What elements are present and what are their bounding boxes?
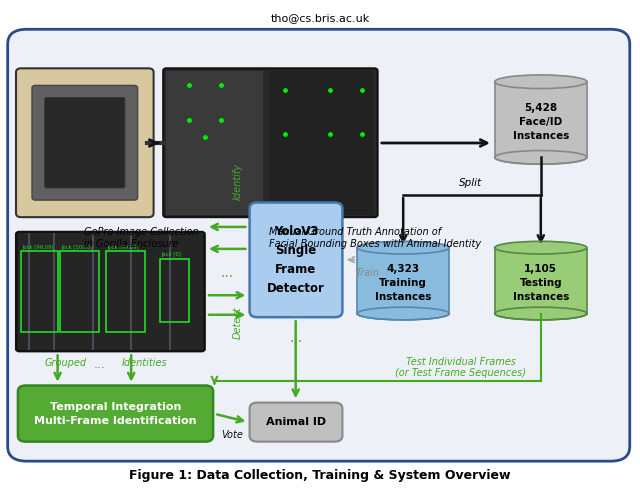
Text: YoloV3
Single
Frame
Detector: YoloV3 Single Frame Detector bbox=[267, 225, 325, 295]
Text: 5,428
Face/ID
Instances: 5,428 Face/ID Instances bbox=[513, 103, 569, 141]
Bar bbox=[495, 81, 587, 157]
FancyBboxPatch shape bbox=[163, 68, 378, 217]
Text: Manual Ground Truth Annotation of
Facial Bounding Boxes with Animal Identity: Manual Ground Truth Annotation of Facial… bbox=[269, 227, 481, 248]
Text: Split: Split bbox=[459, 178, 482, 188]
Text: Identities: Identities bbox=[122, 358, 167, 367]
FancyBboxPatch shape bbox=[250, 403, 342, 442]
Text: Animal ID: Animal ID bbox=[266, 417, 326, 427]
Ellipse shape bbox=[357, 307, 449, 320]
Ellipse shape bbox=[495, 241, 587, 254]
Text: ...: ... bbox=[289, 331, 302, 345]
Bar bbox=[357, 248, 449, 314]
Text: GoPro Image Collection
in Gorilla Enclosure: GoPro Image Collection in Gorilla Enclos… bbox=[84, 227, 199, 248]
Text: Test Individual Frames
(or Test Frame Sequences): Test Individual Frames (or Test Frame Se… bbox=[396, 357, 526, 378]
FancyBboxPatch shape bbox=[16, 68, 154, 217]
Ellipse shape bbox=[495, 150, 587, 164]
Text: Jock [100,0]: Jock [100,0] bbox=[61, 245, 92, 250]
FancyBboxPatch shape bbox=[32, 85, 138, 200]
Text: Identify: Identify bbox=[233, 163, 243, 200]
Bar bbox=[160, 259, 189, 322]
Bar bbox=[18, 233, 203, 350]
Text: ...: ... bbox=[221, 266, 234, 280]
Text: 1,105
Testing
Instances: 1,105 Testing Instances bbox=[513, 264, 569, 302]
Text: Jock [99,09]: Jock [99,09] bbox=[107, 245, 138, 250]
Text: Temporal Integration
Multi-Frame Identification: Temporal Integration Multi-Frame Identif… bbox=[35, 402, 196, 426]
Bar bbox=[166, 71, 263, 215]
Text: Detect: Detect bbox=[233, 306, 243, 339]
Text: Vote: Vote bbox=[221, 430, 243, 440]
Ellipse shape bbox=[495, 75, 587, 89]
Ellipse shape bbox=[357, 241, 449, 254]
Text: Train: Train bbox=[356, 268, 380, 278]
Ellipse shape bbox=[495, 307, 587, 320]
Bar bbox=[21, 251, 58, 332]
Text: Figure 1: Data Collection, Training & System Overview: Figure 1: Data Collection, Training & Sy… bbox=[129, 469, 511, 482]
Text: tho@cs.bris.ac.uk: tho@cs.bris.ac.uk bbox=[270, 14, 370, 23]
Bar bbox=[60, 251, 99, 332]
FancyBboxPatch shape bbox=[8, 29, 630, 461]
FancyBboxPatch shape bbox=[250, 203, 342, 317]
Bar bbox=[106, 251, 145, 332]
FancyBboxPatch shape bbox=[45, 98, 125, 188]
Bar bbox=[270, 71, 373, 215]
Bar bbox=[495, 248, 587, 314]
FancyBboxPatch shape bbox=[18, 386, 213, 442]
Text: Jock [0]: Jock [0] bbox=[161, 252, 181, 257]
FancyBboxPatch shape bbox=[16, 232, 205, 351]
Text: ...: ... bbox=[93, 358, 105, 371]
Text: Jock [99,09]: Jock [99,09] bbox=[22, 245, 54, 250]
Text: 4,323
Training
Instances: 4,323 Training Instances bbox=[375, 264, 431, 302]
Text: Grouped: Grouped bbox=[45, 358, 87, 367]
